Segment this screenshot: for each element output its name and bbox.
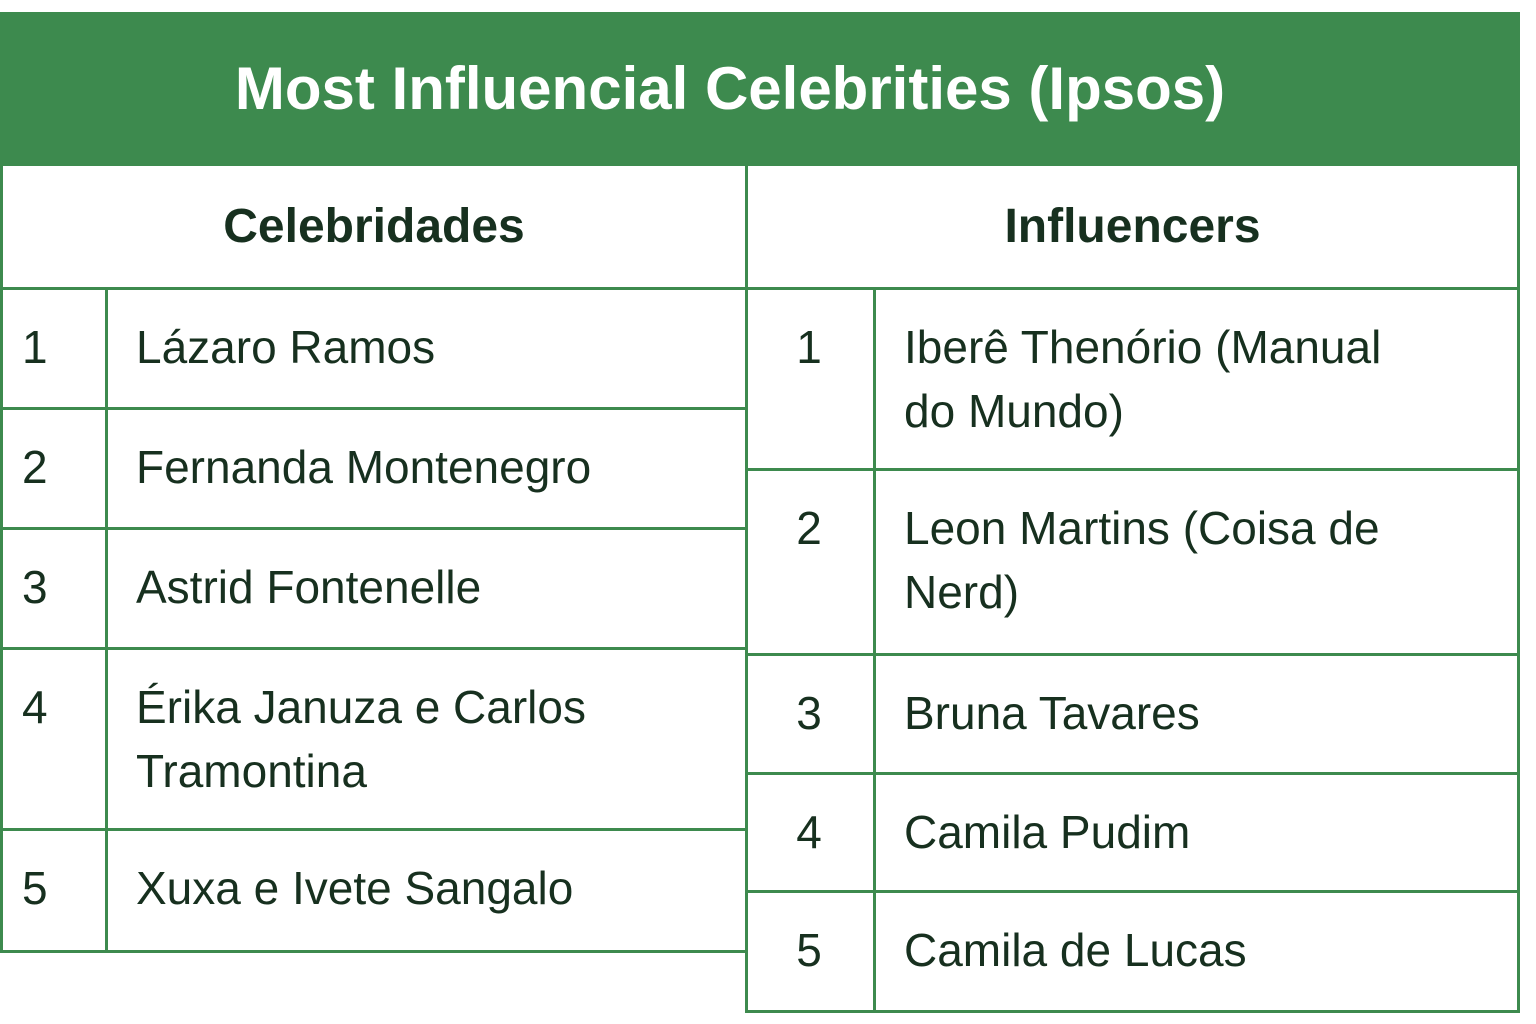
name: Xuxa e Ivete Sangalo — [136, 862, 574, 914]
title-banner — [0, 12, 1520, 166]
rank: 1 — [796, 321, 822, 373]
name: Camila de Lucas — [904, 924, 1247, 976]
name: Astrid Fontenelle — [136, 561, 482, 613]
column-header: Celebridades — [223, 200, 525, 253]
rank: 2 — [22, 441, 48, 493]
name: Leon Martins (Coisa de Nerd) — [904, 502, 1380, 618]
name: Fernanda Montenegro — [136, 441, 592, 493]
column-header: Influencers — [1004, 200, 1261, 253]
title: Most Influencial Celebrities (Ipsos) — [234, 55, 1226, 122]
rank: 1 — [22, 321, 48, 373]
rank: 4 — [796, 806, 822, 858]
name: Bruna Tavares — [904, 687, 1200, 739]
name-cell — [873, 890, 1520, 1013]
rank: 3 — [796, 687, 822, 739]
name: Lázaro Ramos — [136, 321, 436, 373]
name: Érika Januza e Carlos Tramontina — [136, 681, 586, 797]
rank: 3 — [22, 561, 48, 613]
rank: 4 — [22, 681, 48, 733]
name: Iberê Thenório (Manual do Mundo) — [904, 321, 1382, 437]
rank: 5 — [796, 924, 822, 976]
rank: 5 — [22, 862, 48, 914]
name: Camila Pudim — [904, 806, 1191, 858]
rank: 2 — [796, 502, 822, 554]
